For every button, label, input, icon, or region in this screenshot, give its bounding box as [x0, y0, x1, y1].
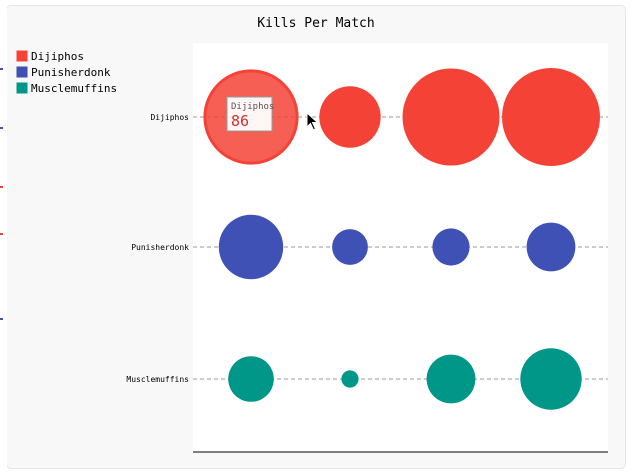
bubble	[341, 370, 359, 388]
bubble	[228, 356, 274, 402]
bubble	[432, 228, 470, 266]
legend-swatch	[16, 66, 28, 78]
legend-label: Punisherdonk	[31, 66, 111, 79]
bubble	[520, 348, 582, 410]
tooltip-value: 86	[231, 112, 249, 130]
bubble	[319, 86, 381, 148]
left-edge-strip	[0, 0, 7, 474]
tooltip: Dijiphos 86	[226, 96, 274, 132]
y-tick-label: Punisherdonk	[131, 243, 189, 252]
legend: Dijiphos Punisherdonk Musclemuffins	[16, 50, 117, 95]
legend-swatch	[16, 82, 28, 94]
chart-title: Kills Per Match	[257, 16, 374, 31]
legend-swatch	[16, 50, 28, 62]
bubble	[502, 68, 600, 166]
bubble	[332, 229, 368, 265]
bubble	[426, 354, 476, 404]
y-tick-label: Dijiphos	[150, 113, 189, 122]
legend-label: Musclemuffins	[31, 82, 117, 95]
mouse-pointer-icon	[306, 112, 319, 131]
tooltip-series: Dijiphos	[231, 102, 274, 112]
bubble	[526, 222, 576, 272]
bubble	[218, 214, 284, 280]
y-tick-label: Musclemuffins	[126, 375, 189, 384]
legend-label: Dijiphos	[31, 50, 84, 63]
tooltip-box	[226, 96, 273, 132]
y-axis-labels: Dijiphos Punisherdonk Musclemuffins	[126, 113, 189, 384]
bubble	[402, 68, 500, 166]
